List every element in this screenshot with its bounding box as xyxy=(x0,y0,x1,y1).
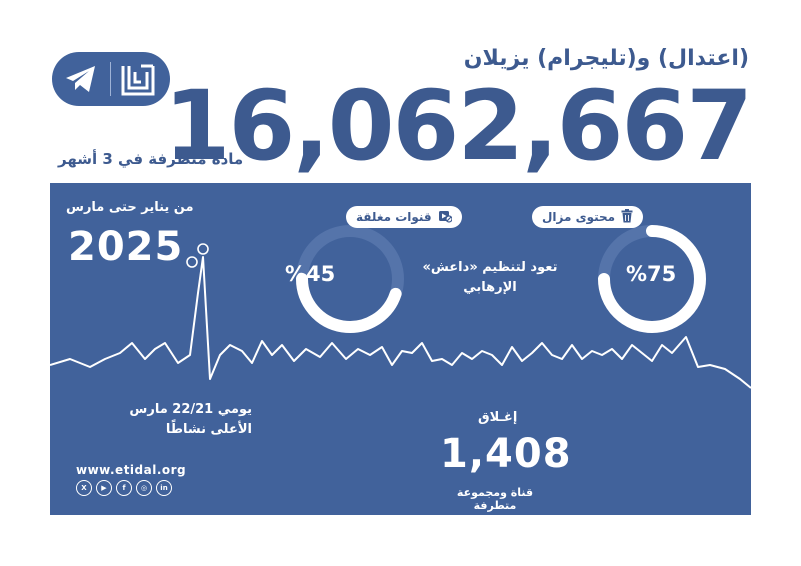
peak-days: يومي 22/21 مارس xyxy=(129,402,252,417)
channels-closed-label: قنوات مغلقة xyxy=(356,210,432,224)
telegram-icon xyxy=(66,66,95,92)
facebook-icon[interactable]: f xyxy=(116,480,132,496)
content-removed-pill: محتوى مزال xyxy=(532,206,644,228)
content-removed-label: محتوى مزال xyxy=(542,210,616,224)
date-range: من يناير حتى مارس xyxy=(66,200,194,215)
closure-caption: قناة ومجموعة متطرفة xyxy=(456,486,534,512)
closure-label: إغـلاق xyxy=(478,410,518,425)
social-links: X ▶ f ◎ in xyxy=(76,480,172,496)
youtube-icon[interactable]: ▶ xyxy=(96,480,112,496)
instagram-icon[interactable]: ◎ xyxy=(136,480,152,496)
x-icon[interactable]: X xyxy=(76,480,92,496)
video-block-icon xyxy=(438,209,453,226)
closure-number: 1,408 xyxy=(440,431,572,477)
content-removed-percent: %75 xyxy=(626,262,677,286)
headline: (اعتدال) و(تليجرام) يزيلان xyxy=(463,46,749,71)
activity-wave xyxy=(50,225,751,389)
etidal-logo-icon xyxy=(121,64,155,96)
logo-divider xyxy=(110,62,111,96)
stats-panel xyxy=(50,183,751,515)
total-removed-caption: مادة متطرفة في 3 أشهر xyxy=(58,150,244,168)
linkedin-icon[interactable]: in xyxy=(156,480,172,496)
peak-caption: الأعلى نشاطًا xyxy=(165,422,252,438)
peak-note: يومي 22/21 مارس الأعلى نشاطًا xyxy=(128,400,252,440)
channels-closed-pill: قنوات مغلقة xyxy=(346,206,462,228)
affiliation-text: تعود لتنظيم «داعش» الإرهابي xyxy=(422,260,558,295)
removed-donut-fill xyxy=(598,225,706,333)
website-link[interactable]: www.etidal.org xyxy=(76,463,187,477)
year: 2025 xyxy=(68,224,184,270)
total-removed-number: 16,062,667 xyxy=(163,70,753,182)
trash-icon xyxy=(621,208,633,226)
channels-donut-fill xyxy=(296,273,402,333)
channels-closed-percent: %45 xyxy=(285,262,336,286)
